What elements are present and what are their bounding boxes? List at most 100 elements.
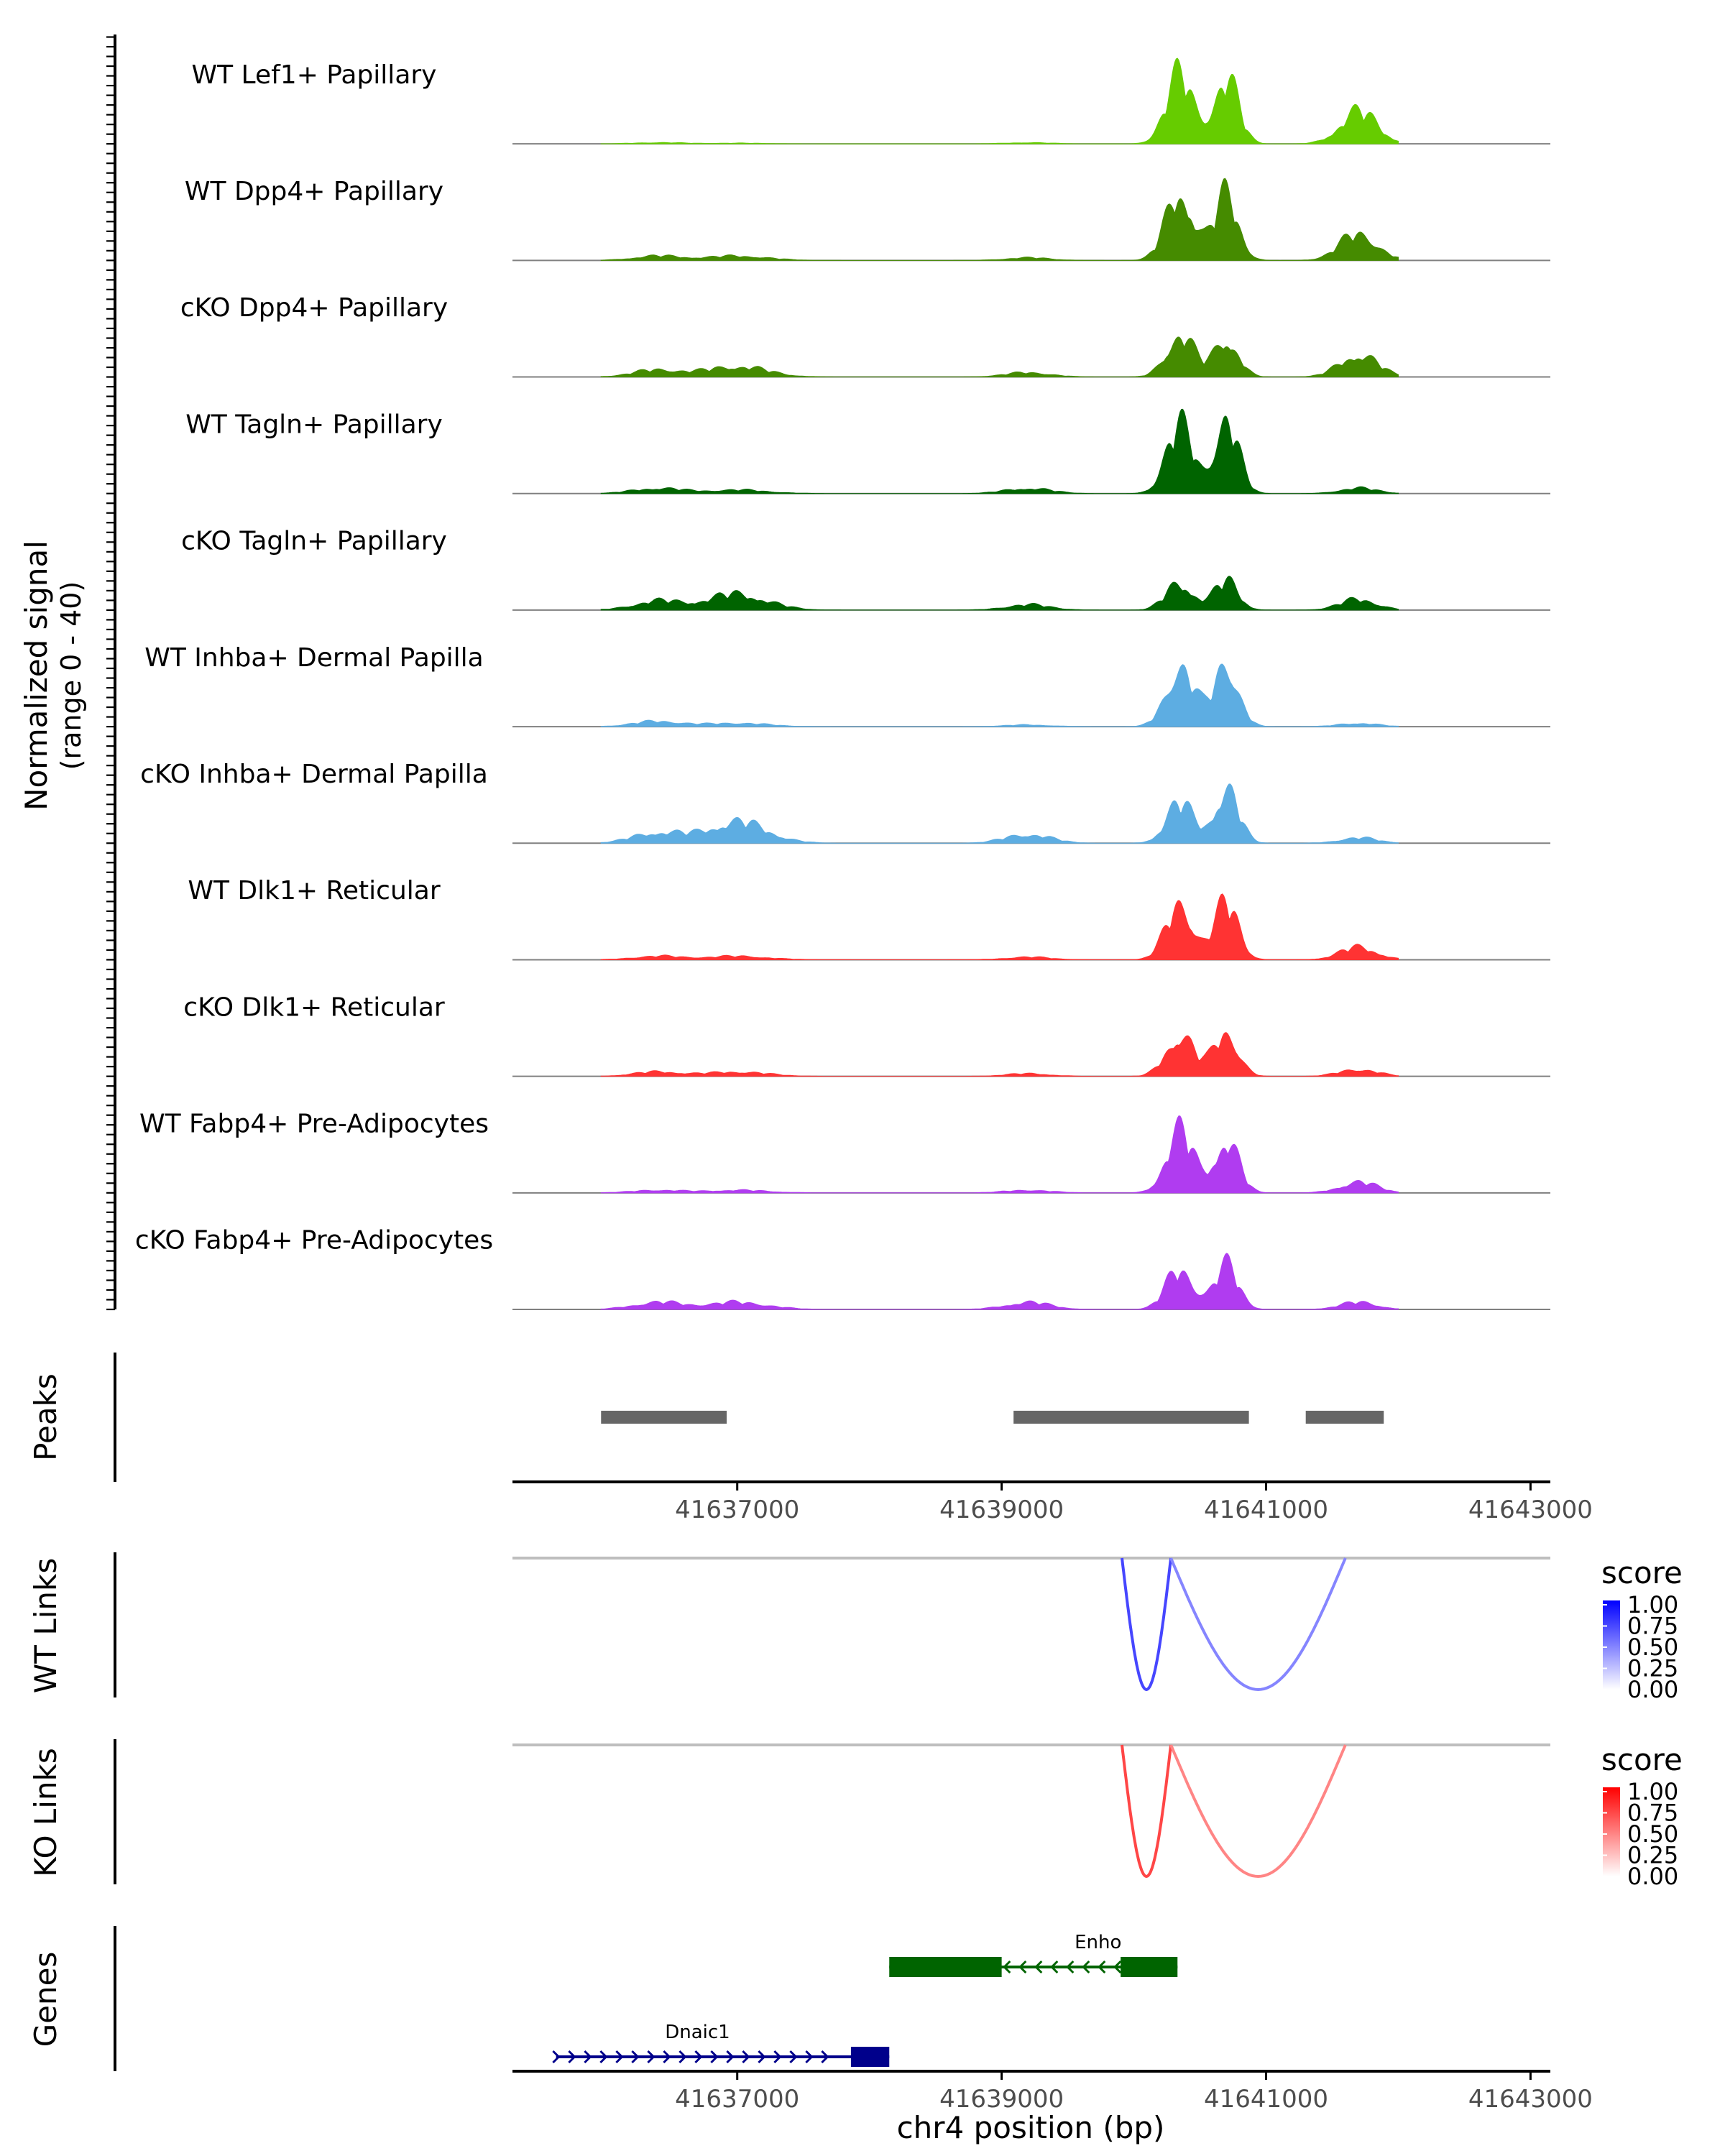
- strand-arrow: [1098, 1960, 1106, 1974]
- gene-model: Dnaic1: [552, 2022, 890, 2067]
- coverage-track: cKO Dpp4+ Papillary: [180, 293, 1550, 378]
- strand-arrow: [599, 2050, 608, 2064]
- x-axis-tick-label: 41639000: [939, 2085, 1064, 2114]
- coverage-track-label: cKO Inhba+ Dermal Papilla: [140, 760, 488, 789]
- coverage-area: [600, 408, 1399, 494]
- link-arc: [1121, 1744, 1173, 1879]
- strand-arrow: [1113, 1960, 1122, 1974]
- ko-links-track: [512, 1743, 1550, 1879]
- coverage-area: [600, 336, 1399, 378]
- coverage-track: cKO Inhba+ Dermal Papilla: [140, 760, 1550, 844]
- strand-arrow: [663, 2050, 671, 2064]
- coverage-track: WT Inhba+ Dermal Papilla: [144, 643, 1550, 728]
- coverage-track-label: WT Lef1+ Papillary: [192, 60, 437, 90]
- coverage-track: WT Lef1+ Papillary: [192, 57, 1550, 145]
- coverage-track-label: cKO Fabp4+ Pre-Adipocytes: [135, 1226, 493, 1256]
- ko-links-label: KO Links: [28, 1748, 63, 1877]
- wt-links-track: [512, 1557, 1550, 1692]
- strand-arrow: [1050, 1960, 1059, 1974]
- coverage-area: [600, 57, 1399, 144]
- wt-links-label: WT Links: [28, 1558, 63, 1693]
- coverage-track-label: cKO Tagln+ Papillary: [181, 527, 447, 556]
- peak-region: [1305, 1411, 1384, 1424]
- legend-tick-label: 0.25: [1627, 1655, 1678, 1682]
- x-axis-tick-label: 41637000: [675, 1496, 799, 1524]
- peak-region: [601, 1411, 727, 1424]
- gene-exon: [889, 1957, 1002, 1977]
- coverage-ylabel-line1: Normalized signal: [19, 540, 54, 811]
- legend-tick-label: 1.00: [1627, 1778, 1678, 1805]
- coverage-area: [600, 1115, 1399, 1194]
- coverage-track: cKO Dlk1+ Reticular: [183, 992, 1550, 1077]
- gene-model: Enho: [889, 1932, 1178, 1977]
- coverage-track: cKO Tagln+ Papillary: [181, 527, 1550, 611]
- legend-title: score: [1601, 1742, 1683, 1777]
- strand-arrow: [647, 2050, 656, 2064]
- gene-models: Dnaic1 Enho: [552, 1932, 1178, 2067]
- x-axis-upper: 41637000 41639000 41641000 41643000: [512, 1480, 1593, 1524]
- coverage-track: cKO Fabp4+ Pre-Adipocytes: [135, 1226, 1550, 1310]
- x-axis-tick-label: 41641000: [1204, 2085, 1328, 2114]
- strand-arrow: [1034, 1960, 1043, 1974]
- strand-arrow: [1066, 1960, 1075, 1974]
- coverage-ylabel-line2: (range 0 - 40): [55, 581, 87, 770]
- x-axis-lower: 41637000 41639000 41641000 41643000: [512, 2070, 1593, 2114]
- link-arc: [1169, 1744, 1347, 1879]
- coverage-track-label: WT Fabp4+ Pre-Adipocytes: [139, 1109, 489, 1138]
- strand-arrow: [631, 2050, 640, 2064]
- coverage-track-label: WT Dlk1+ Reticular: [188, 876, 440, 906]
- coverage-track-label: WT Dpp4+ Papillary: [185, 177, 443, 206]
- peak-region: [1013, 1411, 1249, 1424]
- strand-arrow: [552, 2050, 561, 2064]
- legend-tick-label: 0.50: [1627, 1820, 1678, 1848]
- strand-arrow: [758, 2050, 766, 2064]
- strand-arrow: [789, 2050, 798, 2064]
- strand-arrow: [694, 2050, 703, 2064]
- legend-tick-label: 0.50: [1627, 1634, 1678, 1661]
- strand-arrow: [584, 2050, 592, 2064]
- peak-regions: [601, 1411, 1384, 1424]
- coverage-track: WT Tagln+ Papillary: [185, 408, 1550, 494]
- coverage-axis: [106, 34, 116, 1311]
- legend-colorbar: [1603, 1787, 1620, 1876]
- gene-exon: [1121, 1957, 1178, 1977]
- coverage-track-label: cKO Dpp4+ Papillary: [180, 293, 448, 323]
- coverage-area: [600, 1253, 1399, 1310]
- legend-tick-label: 1.00: [1627, 1591, 1678, 1618]
- strand-arrow: [615, 2050, 624, 2064]
- strand-arrow: [805, 2050, 814, 2064]
- x-axis-title: chr4 position (bp): [897, 2110, 1165, 2145]
- legend-tick-label: 0.25: [1627, 1842, 1678, 1869]
- strand-arrow: [710, 2050, 719, 2064]
- genes-label: Genes: [28, 1952, 63, 2047]
- coverage-track: WT Dlk1+ Reticular: [188, 876, 1550, 961]
- link-arc: [1169, 1557, 1347, 1692]
- strand-arrow: [678, 2050, 687, 2064]
- strand-arrow: [821, 2050, 829, 2064]
- coverage-area: [600, 178, 1399, 261]
- x-axis-tick-label: 41643000: [1468, 2085, 1593, 2114]
- strand-arrow: [1082, 1960, 1090, 1974]
- gene-exon: [850, 2047, 890, 2067]
- strand-arrow: [1018, 1960, 1027, 1974]
- x-axis-tick-label: 41639000: [939, 1496, 1064, 1524]
- coverage-area: [600, 663, 1399, 727]
- coverage-track: WT Dpp4+ Papillary: [185, 177, 1550, 262]
- strand-arrow: [1003, 1960, 1011, 1974]
- coverage-area: [600, 783, 1399, 844]
- legend-tick-label: 0.75: [1627, 1800, 1678, 1827]
- gene-name-label: Dnaic1: [665, 2022, 730, 2043]
- coverage-tracks: WT Lef1+ Papillary WT Dpp4+ Papillary cKO …: [135, 57, 1550, 1310]
- x-axis-tick-label: 41637000: [675, 2085, 799, 2114]
- coverage-track-label: WT Inhba+ Dermal Papilla: [144, 643, 483, 673]
- legend-tick-label: 0.00: [1627, 1676, 1678, 1703]
- coverage-track: WT Fabp4+ Pre-Adipocytes: [139, 1109, 1550, 1194]
- coverage-area: [600, 1032, 1399, 1077]
- legend-tick-label: 0.75: [1627, 1613, 1678, 1640]
- strand-arrow: [726, 2050, 735, 2064]
- strand-arrow: [773, 2050, 782, 2064]
- coverage-track-label: cKO Dlk1+ Reticular: [183, 992, 445, 1022]
